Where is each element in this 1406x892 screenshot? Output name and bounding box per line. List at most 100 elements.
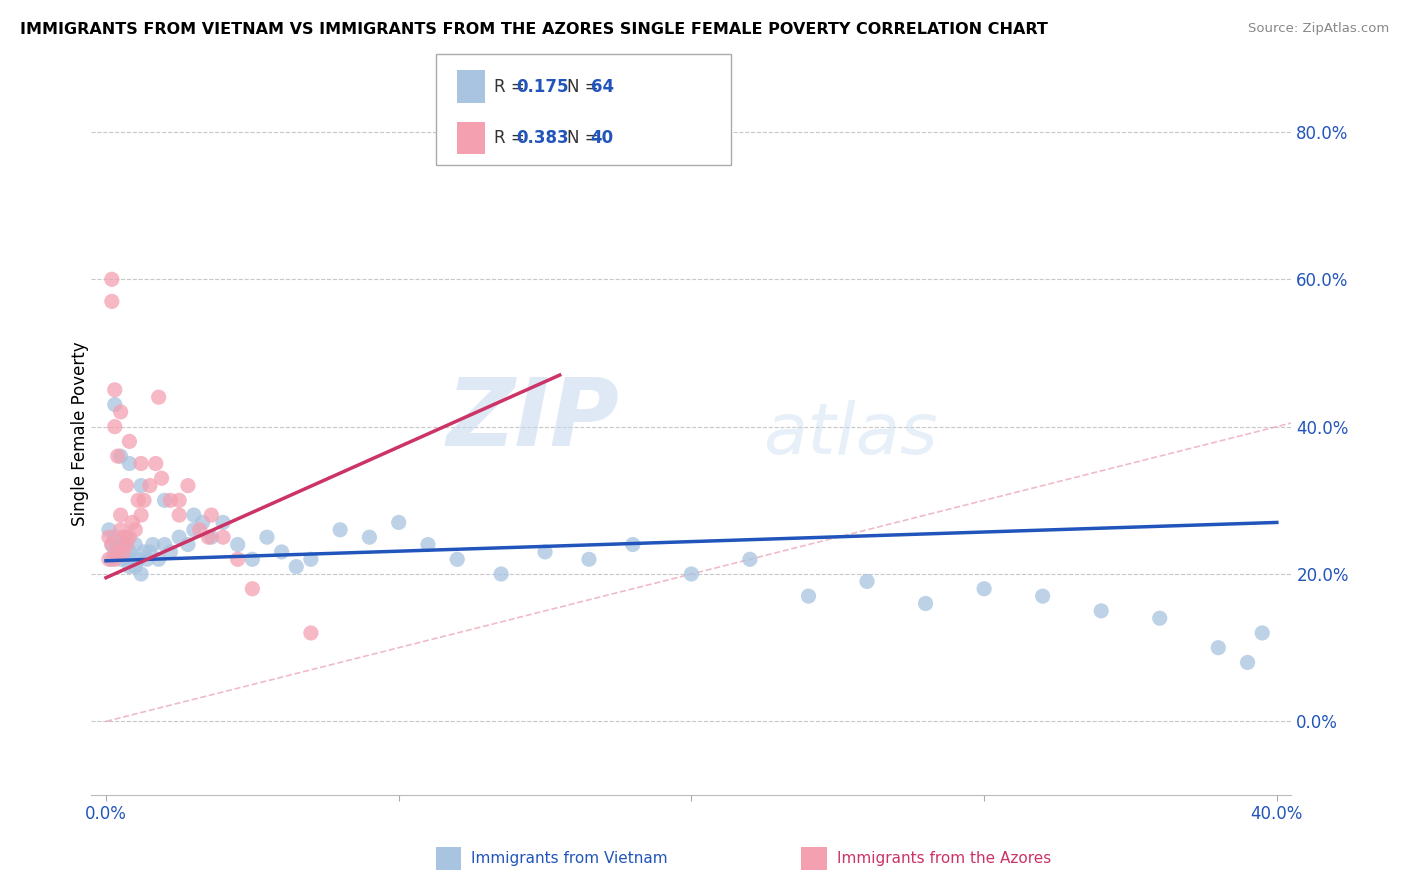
Point — [110, 449, 132, 463]
Point — [183, 508, 205, 522]
Point — [1090, 604, 1112, 618]
Point — [110, 545, 132, 559]
Point — [212, 516, 235, 530]
Text: Source: ZipAtlas.com: Source: ZipAtlas.com — [1249, 22, 1389, 36]
Point — [148, 552, 170, 566]
Point — [153, 537, 176, 551]
Point — [1206, 640, 1229, 655]
Point — [159, 545, 181, 559]
Point — [416, 537, 439, 551]
Text: 0.383: 0.383 — [516, 129, 568, 147]
Point — [104, 545, 127, 559]
Text: 64: 64 — [591, 78, 613, 95]
Point — [183, 523, 205, 537]
Point — [1251, 626, 1274, 640]
Point — [115, 530, 138, 544]
Point — [914, 597, 936, 611]
Point — [129, 478, 152, 492]
Point — [118, 434, 141, 449]
Point — [226, 552, 249, 566]
Point — [101, 294, 124, 309]
Point — [112, 530, 135, 544]
Y-axis label: Single Female Poverty: Single Female Poverty — [72, 342, 89, 526]
Point — [299, 626, 322, 640]
Point — [124, 559, 146, 574]
Point — [118, 530, 141, 544]
Point — [446, 552, 468, 566]
Point — [124, 537, 146, 551]
Text: N =: N = — [567, 78, 603, 95]
Point — [285, 559, 308, 574]
Point — [188, 523, 211, 537]
Text: ZIP: ZIP — [447, 374, 620, 466]
Point — [132, 545, 155, 559]
Point — [973, 582, 995, 596]
Point — [112, 537, 135, 551]
Text: Immigrants from the Azores: Immigrants from the Azores — [837, 851, 1050, 865]
Point — [738, 552, 761, 566]
Point — [489, 567, 512, 582]
Text: IMMIGRANTS FROM VIETNAM VS IMMIGRANTS FROM THE AZORES SINGLE FEMALE POVERTY CORR: IMMIGRANTS FROM VIETNAM VS IMMIGRANTS FR… — [20, 22, 1047, 37]
Point — [129, 457, 152, 471]
Text: 40: 40 — [591, 129, 613, 147]
Point — [101, 552, 124, 566]
Point — [118, 457, 141, 471]
Point — [97, 523, 120, 537]
Point — [1032, 589, 1054, 603]
Point — [388, 516, 411, 530]
Point — [121, 516, 143, 530]
Point — [142, 537, 165, 551]
Point — [101, 537, 124, 551]
Point — [112, 545, 135, 559]
Point — [110, 405, 132, 419]
Point — [110, 508, 132, 522]
Point — [107, 537, 129, 551]
Point — [329, 523, 352, 537]
Point — [118, 559, 141, 574]
Point — [1149, 611, 1171, 625]
Point — [153, 493, 176, 508]
Text: 0.175: 0.175 — [516, 78, 568, 95]
Point — [110, 523, 132, 537]
Point — [107, 545, 129, 559]
Point — [150, 471, 173, 485]
Point — [145, 457, 167, 471]
Point — [97, 530, 120, 544]
Point — [132, 493, 155, 508]
Point — [104, 419, 127, 434]
Point — [129, 567, 152, 582]
Point — [191, 516, 214, 530]
Point — [104, 383, 127, 397]
Point — [200, 530, 222, 544]
Point — [127, 552, 149, 566]
Text: R =: R = — [494, 78, 530, 95]
Point — [107, 449, 129, 463]
Point — [299, 552, 322, 566]
Point — [101, 272, 124, 286]
Point — [167, 508, 190, 522]
Point — [139, 478, 162, 492]
Point — [534, 545, 557, 559]
Point — [167, 493, 190, 508]
Point — [856, 574, 879, 589]
Point — [177, 537, 200, 551]
Point — [212, 530, 235, 544]
Point — [226, 537, 249, 551]
Point — [270, 545, 292, 559]
Point — [159, 493, 181, 508]
Point — [200, 508, 222, 522]
Point — [97, 552, 120, 566]
Text: N =: N = — [567, 129, 603, 147]
Point — [139, 545, 162, 559]
Point — [148, 390, 170, 404]
Point — [104, 398, 127, 412]
Text: atlas: atlas — [763, 400, 938, 468]
Point — [1236, 656, 1258, 670]
Point — [578, 552, 600, 566]
Point — [110, 552, 132, 566]
Point — [197, 530, 219, 544]
Point — [115, 552, 138, 566]
Text: Immigrants from Vietnam: Immigrants from Vietnam — [471, 851, 668, 865]
Point — [127, 493, 149, 508]
Point — [359, 530, 381, 544]
